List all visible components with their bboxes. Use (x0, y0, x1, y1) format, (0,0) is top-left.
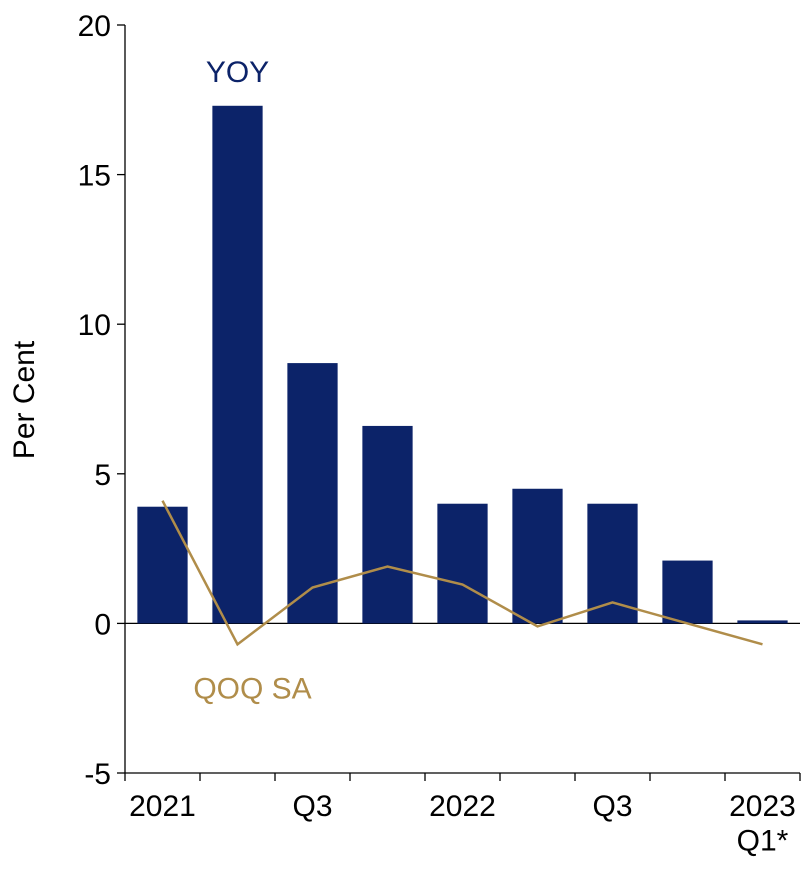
y-axis-label: Per Cent (8, 340, 41, 459)
y-tick-label: 20 (78, 10, 111, 43)
bar (437, 503, 488, 624)
series-label: YOY (206, 56, 269, 89)
bar (212, 105, 263, 624)
y-tick-label: -5 (84, 758, 111, 791)
y-tick-label: 0 (94, 608, 111, 641)
x-tick-label: 2023 Q1* (729, 790, 796, 858)
bar (137, 506, 188, 624)
x-tick-label: Q3 (292, 790, 332, 823)
bar (512, 488, 563, 624)
bar (287, 363, 338, 624)
bar (662, 560, 713, 624)
y-tick-label: 5 (94, 459, 111, 492)
bar (737, 620, 788, 624)
x-tick-label: Q3 (592, 790, 632, 823)
series-label: QOQ SA (193, 672, 311, 705)
y-tick-label: 15 (78, 160, 111, 193)
y-tick-label: 10 (78, 309, 111, 342)
x-tick-label: 2021 (129, 790, 196, 823)
bar (362, 425, 413, 624)
bar (587, 503, 638, 624)
line (161, 500, 763, 647)
x-tick-label: 2022 (429, 790, 496, 823)
